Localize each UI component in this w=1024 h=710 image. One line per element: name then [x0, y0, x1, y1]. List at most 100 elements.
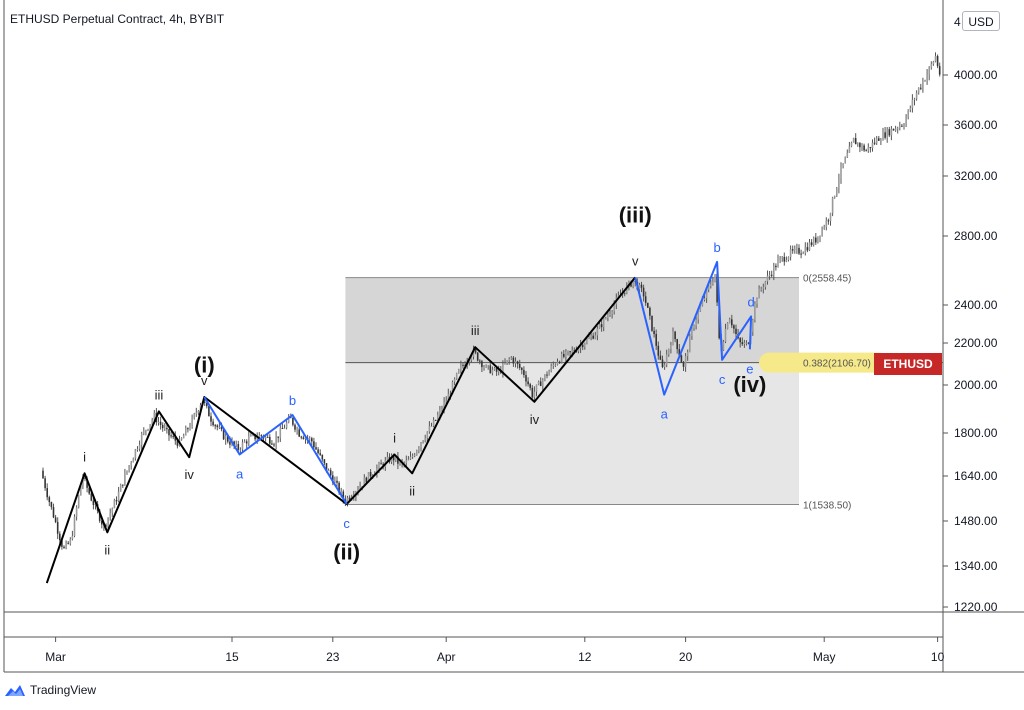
candle-body: [59, 533, 61, 541]
candle-body: [462, 364, 464, 366]
candle-body: [115, 500, 118, 502]
wave-label: i: [83, 449, 86, 464]
wave-label: v: [632, 253, 639, 268]
currency-button[interactable]: USD: [962, 11, 1000, 31]
time-tick-label: Mar: [45, 650, 66, 664]
candle-body: [516, 361, 519, 365]
candle-body: [661, 359, 664, 367]
candle-body: [218, 426, 221, 428]
candle-body: [315, 447, 317, 450]
candle-body: [804, 247, 807, 254]
candle-body: [642, 287, 645, 297]
candle-body: [269, 436, 271, 444]
candle-body: [819, 235, 821, 237]
candle-body: [52, 507, 55, 518]
candle-body: [535, 384, 538, 392]
candle-body: [157, 421, 160, 423]
fib-zone-lower: [345, 362, 799, 505]
price-tick-label: 1220.00: [954, 600, 998, 614]
candle-body: [586, 338, 588, 344]
candle-body: [451, 381, 454, 395]
wave-label: v: [201, 373, 208, 388]
candle-body: [329, 470, 332, 476]
candle-body: [577, 347, 580, 352]
candle-body: [873, 142, 876, 144]
candle-body: [75, 507, 78, 517]
candle-body: [934, 56, 937, 62]
candle-body: [689, 336, 691, 353]
wave-label: iv: [530, 412, 540, 427]
candle-body: [798, 247, 800, 254]
candle-body: [678, 349, 681, 356]
candle-body: [420, 442, 422, 448]
tradingview-brand: TradingView: [30, 683, 97, 697]
candle-body: [323, 459, 326, 464]
candle-body: [468, 360, 471, 363]
candle-body: [762, 287, 765, 289]
candle-body: [527, 381, 529, 385]
candle-body: [479, 360, 481, 362]
candle-body: [701, 300, 704, 306]
candle-body: [659, 355, 662, 360]
candle-body: [489, 365, 492, 374]
candle-body: [602, 318, 605, 328]
candle-body: [180, 438, 183, 440]
candle-body: [101, 520, 103, 525]
candle-body: [523, 369, 525, 376]
candle-body: [741, 342, 744, 345]
candle-body: [128, 465, 130, 471]
candle-body: [791, 249, 794, 251]
wave-label: iii: [155, 387, 164, 402]
fib-highlight: [759, 352, 889, 373]
candle-body: [550, 366, 552, 372]
candle-body: [691, 328, 693, 337]
candle-body: [716, 274, 718, 303]
candle-body: [119, 484, 122, 492]
candle-body: [510, 357, 513, 360]
candle-body: [724, 328, 727, 342]
candle-body: [674, 331, 676, 340]
candle-body: [432, 419, 435, 427]
candle-body: [92, 500, 95, 505]
candle-body: [573, 350, 576, 352]
candle-body: [542, 379, 544, 387]
candle-body: [380, 463, 382, 465]
candle-body: [735, 328, 737, 335]
candle-body: [143, 430, 145, 434]
fibonacci-retracement[interactable]: 0(2558.45) 0.382(2106.70) 1(1538.50): [345, 274, 943, 512]
candle-body: [69, 539, 72, 544]
candle-body: [285, 422, 288, 428]
candle-body: [63, 546, 65, 549]
candle-body: [775, 265, 777, 268]
candle-body: [781, 256, 783, 258]
elliott-wave-lines[interactable]: [45, 260, 753, 584]
candle-body: [663, 364, 666, 367]
candle-body: [770, 274, 773, 276]
candle-body: [733, 325, 735, 329]
candle-body: [48, 497, 51, 503]
candle-body: [651, 315, 653, 331]
candle-body: [626, 285, 628, 294]
candle-body: [842, 163, 844, 166]
candle-body: [682, 362, 685, 367]
wave-label: c: [343, 516, 350, 531]
candle-body: [193, 413, 195, 418]
candle-body: [271, 443, 273, 445]
candle-body: [894, 128, 897, 131]
wave-label: iv: [184, 467, 194, 482]
candle-body: [670, 344, 672, 350]
candle-body: [90, 493, 93, 501]
candle-body: [86, 478, 88, 488]
candle-body: [332, 475, 334, 483]
candle-body: [224, 435, 227, 440]
candle-body: [754, 303, 756, 320]
candle-body: [766, 275, 769, 282]
candle-body: [294, 424, 296, 430]
candle-body: [73, 516, 76, 536]
tradingview-logo[interactable]: TradingView: [4, 682, 96, 698]
candle-body: [134, 449, 137, 459]
chart-title: ETHUSD Perpetual Contract, 4h, BYBIT: [10, 12, 225, 26]
candle-body: [445, 401, 447, 403]
